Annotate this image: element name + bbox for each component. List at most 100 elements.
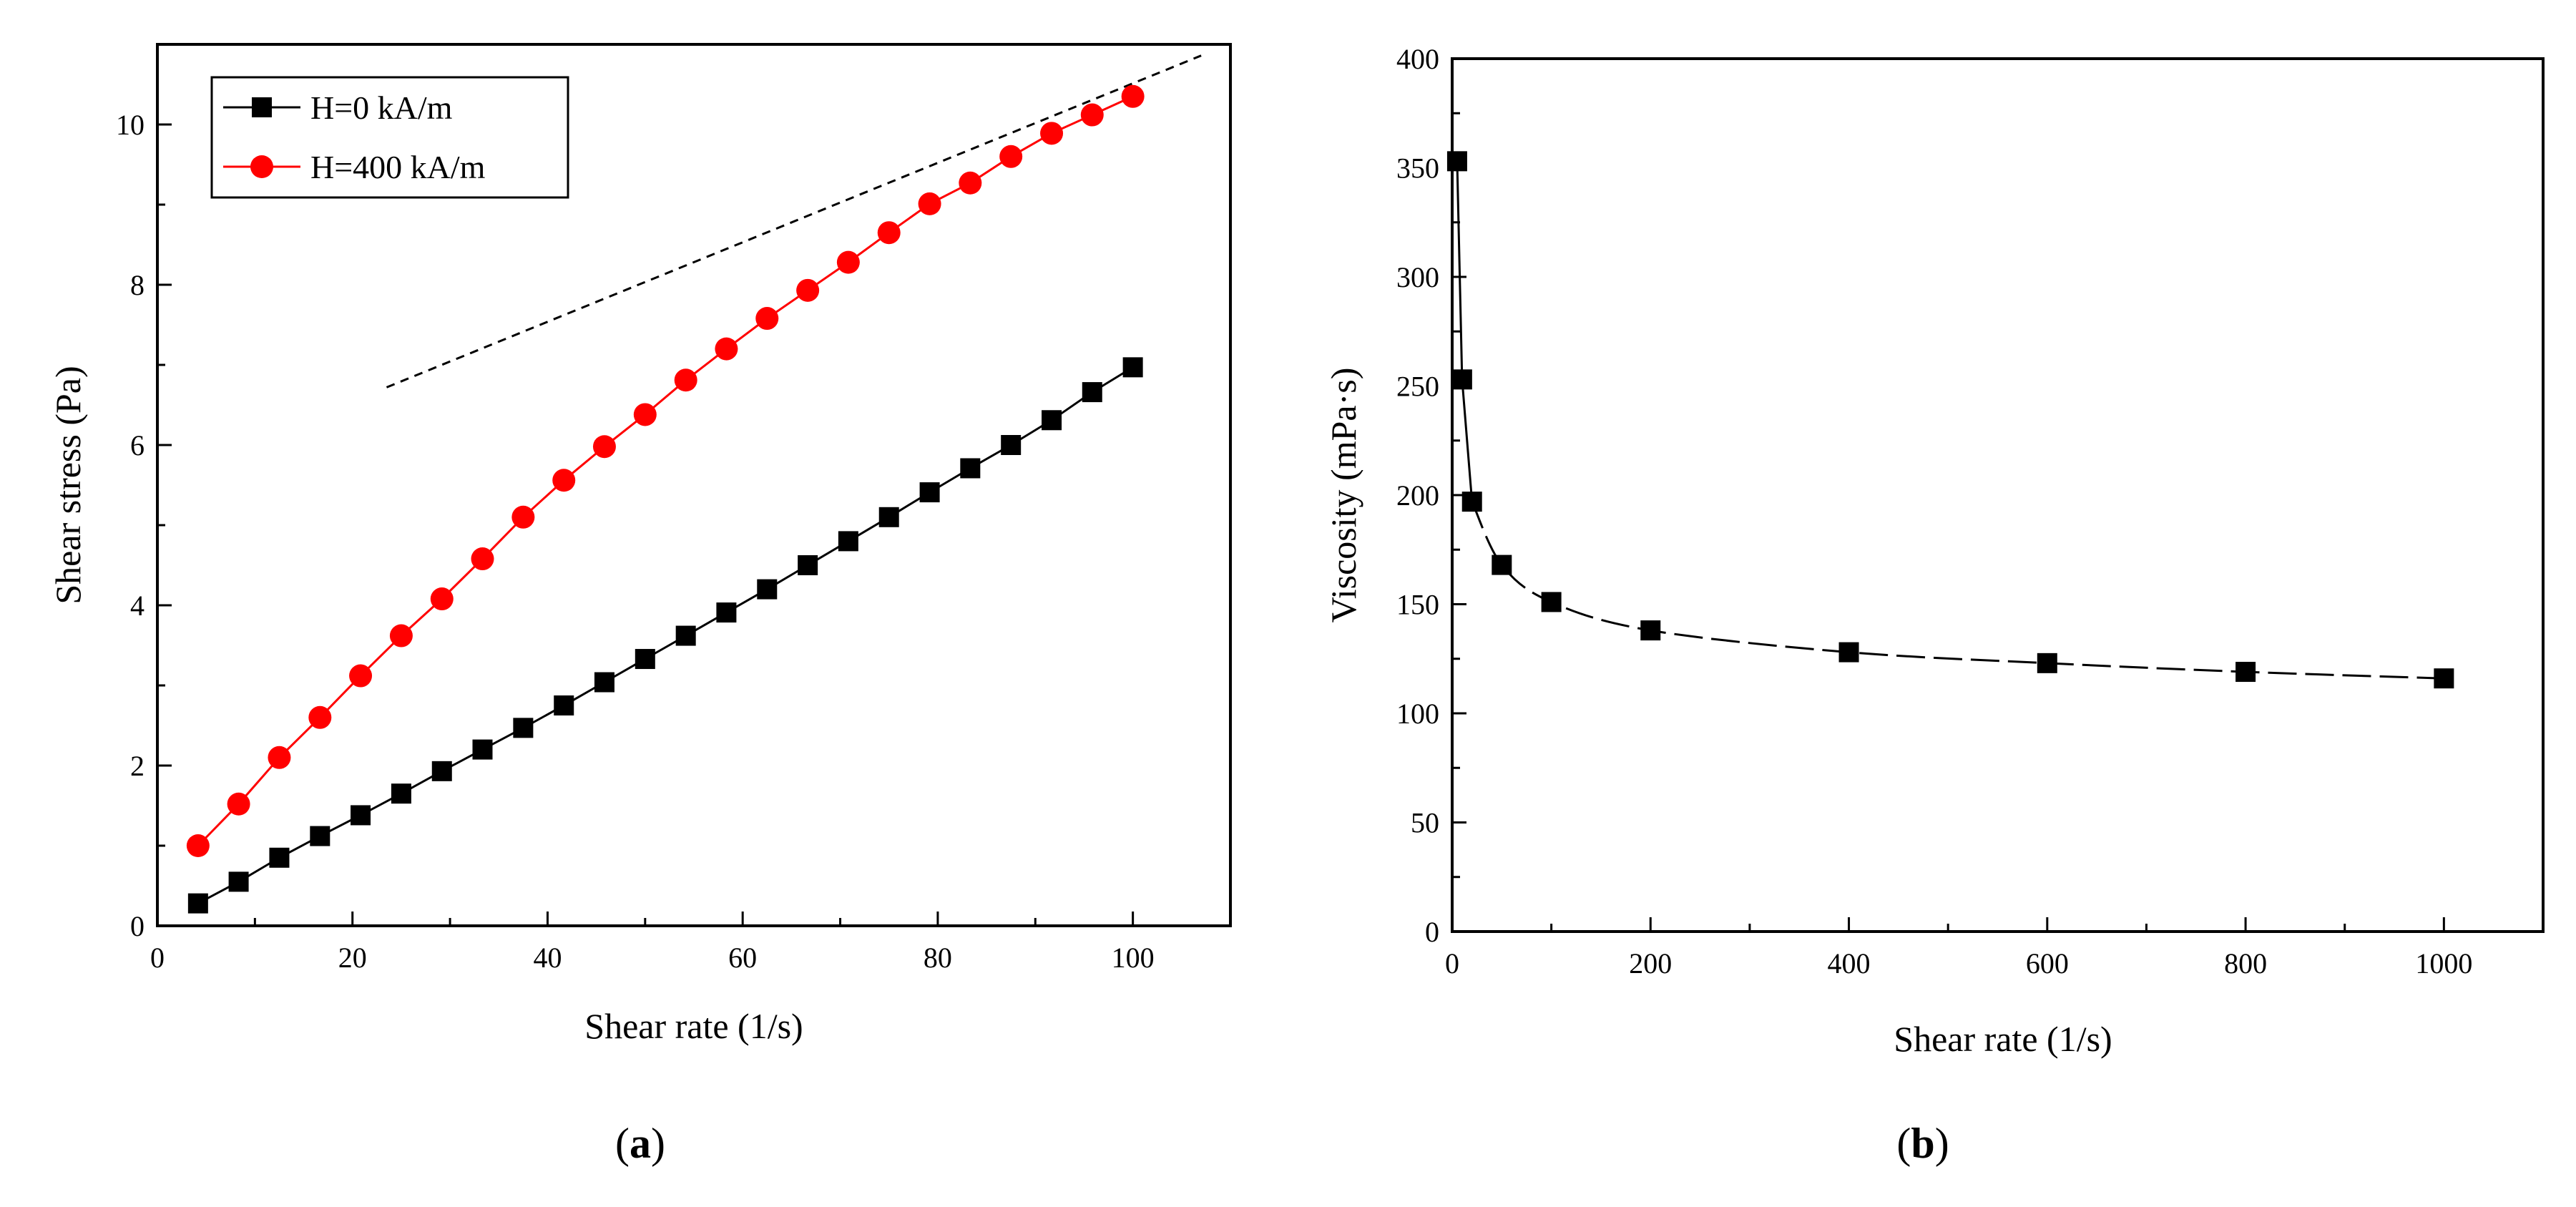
panel-b-y-tick-label: 400: [1396, 43, 1439, 75]
panel-b-y-tick-label: 300: [1396, 261, 1439, 293]
panel-a-series-1-point[interactable]: [594, 672, 614, 693]
panel-a-series-2-point[interactable]: [430, 587, 454, 611]
panel-a-series-2-point[interactable]: [1080, 103, 1104, 127]
panel-b-series: [1446, 151, 2454, 689]
panel-b-y-axis-title: Viscosity (mPa·s): [1323, 368, 1363, 623]
panel-a-series-2: [186, 84, 1145, 857]
panel-b-series-1-point[interactable]: [2434, 668, 2454, 689]
panel-a-series-1-point[interactable]: [310, 826, 330, 846]
panel-a-legend[interactable]: H=0 kA/m H=400 kA/m: [210, 76, 569, 199]
panel-a-series-1-point[interactable]: [675, 625, 696, 646]
panel-a-series-2-point[interactable]: [674, 368, 697, 392]
panel-a-x-tick-label: 0: [150, 942, 165, 974]
panel-b-series-1-point[interactable]: [1461, 492, 1482, 512]
panel-a-series-2-point[interactable]: [227, 792, 250, 816]
panel-a-series-1-point[interactable]: [1122, 357, 1143, 378]
panel-b-y-tick-label: 250: [1396, 371, 1439, 403]
panel-a-x-tick-label: 20: [338, 942, 367, 974]
legend-marker-1[interactable]: [252, 97, 272, 117]
panel-a-series-1-point[interactable]: [431, 761, 452, 781]
panel-a-ticks: 0 20 40 60 80 100 0 2 4 6 8 10: [116, 109, 1155, 974]
panel-a-series-2-point[interactable]: [1040, 122, 1064, 145]
panel-a-series-2-point[interactable]: [999, 145, 1023, 168]
panel-a-series-2-point[interactable]: [389, 624, 413, 648]
panel-a-series-2-point[interactable]: [186, 834, 210, 857]
legend-marker-2[interactable]: [250, 155, 273, 178]
panel-b-y-tick-label: 350: [1396, 152, 1439, 185]
panel-b-series-1-line-tail: [1471, 501, 2444, 680]
panel-b-series-1-point[interactable]: [1640, 620, 1661, 641]
panel-a-series-1-point[interactable]: [472, 739, 493, 760]
panel-a-series-1-point[interactable]: [391, 783, 411, 804]
panel-b-caption: (b): [1896, 1120, 1949, 1167]
panel-a-series-1-point[interactable]: [351, 805, 371, 826]
legend-label-2: H=400 kA/m: [310, 149, 486, 185]
panel-b-series-1-point[interactable]: [1451, 369, 1472, 390]
panel-a-series-1: [187, 357, 1143, 914]
panel-b-series-1-point[interactable]: [1838, 642, 1859, 663]
panel-a-series-1-point[interactable]: [269, 847, 290, 868]
panel-a-series-2-point[interactable]: [268, 746, 291, 769]
panel-a-y-tick-label: 10: [116, 109, 145, 141]
panel-a-series-2-point[interactable]: [755, 307, 779, 331]
panel-b-caption-letter: b: [1911, 1120, 1934, 1167]
panel-a-series-1-point[interactable]: [513, 718, 534, 738]
panel-a-series-2-point[interactable]: [877, 221, 901, 245]
panel-a: 0 20 40 60 80 100 0 2 4 6 8 10 Shear rate (1/s) She…: [48, 43, 1232, 1167]
panel-b-series-1-point[interactable]: [2235, 662, 2256, 683]
panel-a-series-1-point[interactable]: [635, 649, 655, 670]
panel-a-x-axis-title: Shear rate (1/s): [584, 1006, 803, 1046]
panel-a-reference-line: [386, 54, 1202, 389]
panel-a-series-1-point[interactable]: [919, 482, 940, 503]
panel-a-x-tick-label: 60: [728, 942, 757, 974]
panel-a-series-1-point[interactable]: [838, 531, 858, 552]
panel-a-dashed-reference-line: [386, 54, 1202, 389]
panel-a-x-tick-label: 40: [533, 942, 562, 974]
panel-a-series-1-point[interactable]: [187, 893, 208, 914]
panel-a-series-1-point[interactable]: [554, 695, 574, 715]
panel-a-y-tick-label: 4: [130, 590, 145, 622]
panel-a-x-tick-label: 100: [1112, 942, 1155, 974]
panel-a-caption: (a): [615, 1120, 665, 1167]
panel-a-series-2-point[interactable]: [836, 250, 860, 274]
panel-a-series-2-point[interactable]: [715, 337, 738, 361]
panel-b-x-tick-label: 400: [1828, 947, 1871, 979]
panel-a-series-2-point[interactable]: [959, 171, 982, 195]
panel-a-series-2-point[interactable]: [349, 664, 373, 688]
panel-a-series-1-point[interactable]: [1001, 435, 1022, 455]
panel-a-caption-letter: a: [630, 1120, 651, 1167]
panel-b-x-tick-label: 200: [1629, 947, 1672, 979]
panel-a-series-1-point[interactable]: [1042, 410, 1062, 431]
panel-b-y-tick-label: 100: [1396, 698, 1439, 730]
panel-a-series-1-point[interactable]: [757, 579, 778, 600]
panel-b-y-tick-label: 50: [1411, 807, 1439, 839]
panel-a-series-2-point[interactable]: [1121, 84, 1145, 108]
panel-b-x-tick-label: 0: [1445, 947, 1459, 979]
panel-b-y-tick-label: 0: [1425, 916, 1439, 948]
panel-a-series-2-point[interactable]: [918, 192, 941, 215]
panel-b: 0 200 400 600 800 1000 0 50 100 150 200 250 300 350 40…: [1323, 43, 2545, 1167]
panel-b-plot-frame: [1451, 57, 2545, 933]
panel-a-series-2-point[interactable]: [308, 705, 332, 729]
panel-a-series-1-point[interactable]: [798, 555, 818, 575]
panel-b-x-axis-title: Shear rate (1/s): [1894, 1019, 2112, 1059]
panel-b-series-1-point[interactable]: [1541, 592, 1562, 612]
panel-b-series-1-point[interactable]: [1492, 554, 1512, 575]
panel-a-series-2-point[interactable]: [796, 278, 820, 302]
panel-a-series-2-point[interactable]: [592, 435, 616, 459]
panel-a-series-2-point[interactable]: [552, 469, 576, 492]
panel-a-series-1-point[interactable]: [228, 871, 249, 892]
panel-a-series-1-point[interactable]: [878, 507, 899, 527]
panel-a-series-2-point[interactable]: [511, 505, 535, 529]
panel-a-series-2-point[interactable]: [633, 403, 657, 426]
panel-a-series-1-point[interactable]: [960, 458, 981, 479]
panel-a-series-1-point[interactable]: [716, 602, 737, 623]
panel-b-series-1-point[interactable]: [2037, 653, 2057, 673]
panel-a-series-1-point[interactable]: [1082, 382, 1102, 403]
panel-a-y-tick-label: 6: [130, 429, 145, 461]
panel-b-x-tick-label: 800: [2224, 947, 2267, 979]
panel-b-ticks: 0 200 400 600 800 1000 0 50 100 150 200 250 300 350 40…: [1396, 43, 2472, 979]
panel-a-series-2-point[interactable]: [471, 547, 494, 571]
panel-b-series-1-point[interactable]: [1446, 151, 1467, 172]
